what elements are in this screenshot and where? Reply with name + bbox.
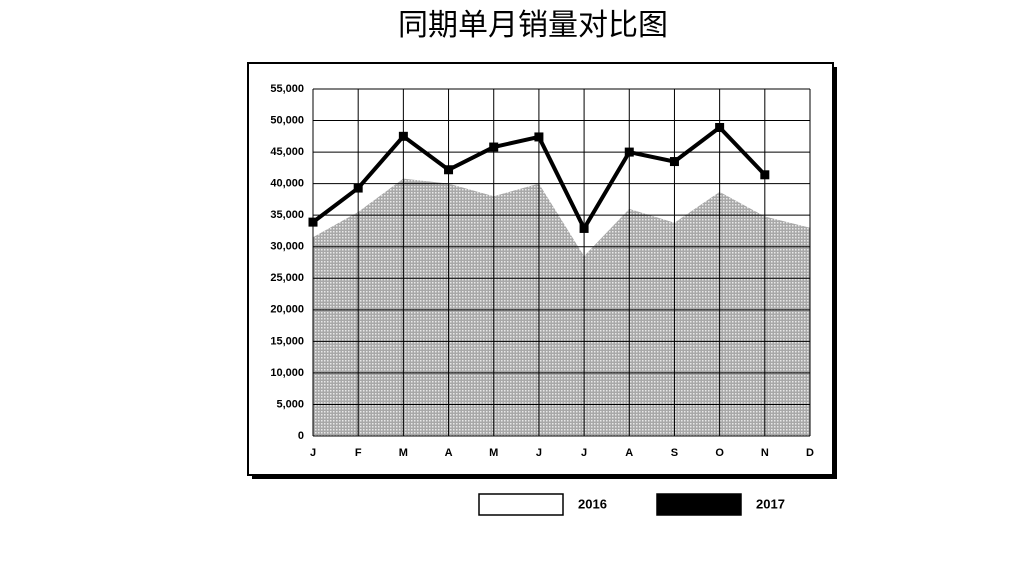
- area: [313, 178, 810, 436]
- marker: [489, 142, 499, 152]
- y-tick-label: 45,000: [270, 146, 304, 158]
- y-tick-label: 35,000: [270, 209, 304, 221]
- x-tick-label: A: [625, 447, 633, 459]
- y-tick-label: 55,000: [270, 83, 304, 95]
- y-tick-label: 25,000: [270, 272, 304, 284]
- x-tick-label: S: [671, 447, 678, 459]
- x-tick-label: J: [581, 447, 587, 459]
- marker: [398, 131, 408, 141]
- y-tick-label: 5,000: [276, 398, 304, 410]
- marker: [624, 147, 634, 157]
- x-tick-label: J: [536, 447, 542, 459]
- y-tick-label: 10,000: [270, 367, 304, 379]
- x-tick-label: M: [489, 447, 498, 459]
- y-tick-label: 0: [298, 430, 304, 442]
- legend-label: 2016: [578, 496, 607, 511]
- x-tick-label: N: [761, 447, 769, 459]
- x-tick-label: F: [355, 447, 362, 459]
- marker: [760, 170, 770, 180]
- marker: [444, 165, 454, 175]
- y-tick-label: 40,000: [270, 178, 304, 190]
- marker: [308, 217, 318, 227]
- x-tick-label: D: [806, 447, 814, 459]
- y-tick-label: 30,000: [270, 241, 304, 253]
- legend-swatch: [656, 493, 742, 516]
- y-tick-label: 50,000: [270, 114, 304, 126]
- legend-label: 2017: [756, 496, 785, 511]
- marker: [715, 122, 725, 132]
- marker: [534, 132, 544, 142]
- marker: [669, 157, 679, 167]
- marker: [579, 223, 589, 233]
- y-tick-label: 15,000: [270, 335, 304, 347]
- x-tick-label: M: [399, 447, 408, 459]
- chart-title: 同期单月销量对比图: [398, 9, 668, 42]
- x-tick-label: A: [445, 447, 453, 459]
- marker: [353, 183, 363, 193]
- x-tick-label: J: [310, 447, 316, 459]
- legend-swatch: [478, 493, 564, 516]
- x-tick-label: O: [715, 447, 724, 459]
- y-tick-label: 20,000: [270, 304, 304, 316]
